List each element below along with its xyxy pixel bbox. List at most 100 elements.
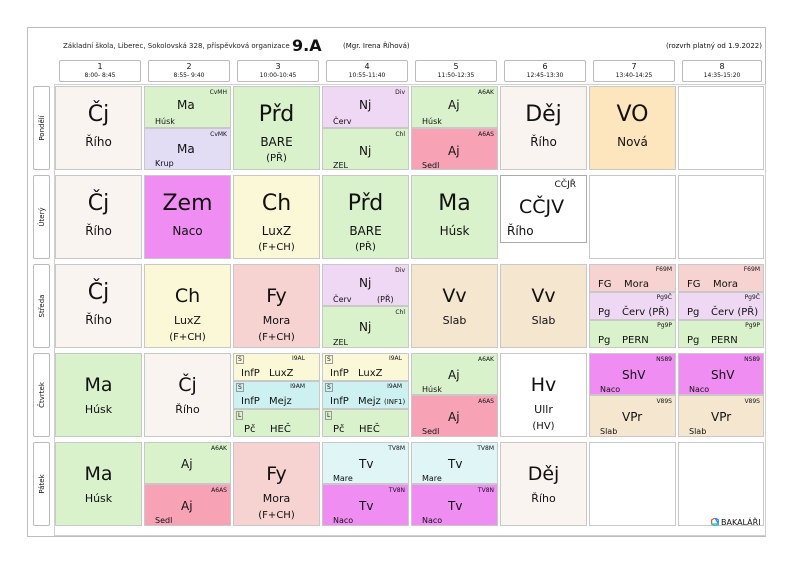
lesson-group: A6AK xyxy=(211,445,227,452)
lesson-cell[interactable]: Děj Řího xyxy=(500,442,587,526)
lesson-cell[interactable]: S I9AM InfP Mejz (INF1) xyxy=(322,381,409,409)
lesson-cell[interactable]: L Pč HEČ xyxy=(233,409,320,437)
lesson-teacher: Naco xyxy=(689,385,710,394)
lesson-cell[interactable]: Ma Húsk xyxy=(55,353,142,437)
lesson-cell[interactable]: L Pč HEČ xyxy=(322,409,409,437)
lesson-cell[interactable]: TV8M Tv Mare xyxy=(322,442,409,484)
lesson-group: Chl xyxy=(395,131,405,138)
lesson-teacher: HEČ xyxy=(359,424,380,435)
lesson-cell[interactable]: A6AS Aj Sedl xyxy=(411,395,498,437)
lesson-subject: ShV xyxy=(622,368,646,382)
lesson-cell[interactable]: NS89 ShV Naco xyxy=(589,353,676,395)
lesson-cell[interactable]: Chl Nj ZEL xyxy=(322,306,409,348)
lesson-cell[interactable]: Div Nj Červ (PŘ) xyxy=(322,264,409,306)
lesson-cell[interactable]: TV8N Tv Naco xyxy=(322,484,409,526)
lesson-tag: L xyxy=(236,411,244,420)
period-number: 7 xyxy=(631,62,637,71)
lesson-cell[interactable]: Vv Slab xyxy=(500,264,587,348)
lesson-cell[interactable]: Hv Ullr (HV) xyxy=(500,353,587,437)
lesson-cell[interactable]: Ch LuxZ (F+CH) xyxy=(144,264,231,348)
lesson-cell[interactable]: Fy Mora (F+CH) xyxy=(233,442,320,526)
day-label: Pondělí xyxy=(37,115,46,141)
lesson-group: CvMK xyxy=(210,131,227,138)
lesson-teacher: Červ (PŘ) xyxy=(622,307,670,318)
lesson-cell[interactable]: F69M FG Mora xyxy=(678,264,764,292)
lesson-cell[interactable]: A6AS Aj Sedl xyxy=(411,128,498,170)
lesson-cell[interactable]: Pg9P Pg PERN xyxy=(678,320,764,348)
lesson-cell[interactable]: Pg9Č Pg Červ (PŘ) xyxy=(589,292,676,320)
lesson-cell[interactable]: Div Nj Červ xyxy=(322,86,409,128)
lesson-group: V89S xyxy=(656,398,672,405)
lesson-subject: Fy xyxy=(266,285,287,307)
lesson-subject: Tv xyxy=(359,457,374,471)
lesson-cell[interactable]: V89S VPr Slab xyxy=(678,395,764,437)
lesson-teacher: Mare xyxy=(422,474,442,483)
lesson-group: F69M xyxy=(743,266,760,273)
lesson-subject: Ma xyxy=(177,98,195,112)
lesson-teacher: Húsk xyxy=(84,492,113,505)
lesson-cell[interactable]: TV8M Tv Mare xyxy=(411,442,498,484)
lesson-subject: Aj xyxy=(448,410,460,424)
lesson-cell[interactable]: S I9AM InfP Mejz xyxy=(233,381,320,409)
empty-cell xyxy=(678,175,764,259)
lesson-cell[interactable]: V89S VPr Slab xyxy=(589,395,676,437)
lesson-subject: InfP xyxy=(241,396,260,407)
lesson-teacher: ZEL xyxy=(333,338,348,347)
lesson-cell[interactable]: F69M FG Mora xyxy=(589,264,676,292)
lesson-group: Chl xyxy=(395,309,405,316)
lesson-teacher: PERN xyxy=(622,335,649,346)
lesson-cell[interactable]: Čj Řího xyxy=(55,175,142,259)
lesson-teacher: Húsk xyxy=(84,403,113,416)
bakalari-logo: BAKALÁŘI xyxy=(711,518,761,527)
lesson-cell[interactable]: Ch LuxZ (F+CH) xyxy=(233,175,320,259)
lesson-subject: Ma xyxy=(438,191,471,216)
lesson-subject: Čj xyxy=(87,102,110,127)
lesson-cell[interactable]: Pg9P Pg PERN xyxy=(589,320,676,348)
lesson-cell[interactable]: Čj Řího xyxy=(144,353,231,437)
lesson-cell[interactable]: CvMH Ma Húsk xyxy=(144,86,231,128)
lesson-cell[interactable]: Přd BARE (PŘ) xyxy=(322,175,409,259)
lesson-teacher: Sedl xyxy=(422,161,440,170)
lesson-cell[interactable]: Čj Řího xyxy=(55,264,142,348)
lesson-subject: Pč xyxy=(244,424,256,435)
period-number: 8 xyxy=(719,62,725,71)
lesson-cell[interactable]: Fy Mora (F+CH) xyxy=(233,264,320,348)
lesson-cell[interactable]: CvMK Ma Krup xyxy=(144,128,231,170)
lesson-cell[interactable]: Přd BARE (PŘ) xyxy=(233,86,320,170)
lesson-tag: S xyxy=(236,355,244,364)
lesson-cell[interactable]: NS89 ShV Naco xyxy=(678,353,764,395)
lesson-teacher: Slab xyxy=(442,314,467,327)
lesson-group: F69M xyxy=(655,266,672,273)
lesson-group: CČJŘ xyxy=(554,180,576,190)
lesson-cell[interactable]: Ma Húsk xyxy=(411,175,498,259)
lesson-cell[interactable]: VO Nová xyxy=(589,86,676,170)
lesson-cell[interactable]: A6AK Aj Húsk xyxy=(411,353,498,395)
lesson-cell[interactable]: S I9AL InfP LuxZ xyxy=(233,353,320,381)
lesson-cell[interactable]: Zem Naco xyxy=(144,175,231,259)
lesson-teacher: PERN xyxy=(711,335,738,346)
lesson-subject: Aj xyxy=(448,368,460,382)
lesson-cell[interactable]: A6AS Aj Sedl xyxy=(144,484,231,526)
lesson-cell[interactable]: Čj Řího xyxy=(55,86,142,170)
lesson-cell[interactable]: TV8N Tv Naco xyxy=(411,484,498,526)
period-time: 14:35-15:20 xyxy=(703,72,741,79)
lesson-tag: S xyxy=(236,383,244,392)
lesson-subject: Tv xyxy=(359,499,374,513)
lesson-cell[interactable]: S I9AL InfP LuxZ xyxy=(322,353,409,381)
lesson-cell[interactable]: Vv Slab xyxy=(411,264,498,348)
lesson-cell[interactable]: A6AK Aj xyxy=(144,442,231,484)
lesson-cell[interactable]: Děj Řího xyxy=(500,86,587,170)
lesson-cell[interactable]: CČJŘ CČJV Řího xyxy=(500,175,587,243)
lesson-tag: S xyxy=(325,383,333,392)
lesson-teacher: Řího xyxy=(85,224,112,238)
lesson-subject: VPr xyxy=(622,410,643,424)
lesson-room: (F+CH) xyxy=(258,242,295,253)
lesson-cell[interactable]: Pg9Č Pg Červ (PŘ) xyxy=(678,292,764,320)
lesson-cell[interactable]: Chl Nj ZEL xyxy=(322,128,409,170)
lesson-group: CvMH xyxy=(209,89,227,96)
lesson-subject: Fy xyxy=(266,463,287,485)
lesson-cell[interactable]: Ma Húsk xyxy=(55,442,142,526)
lesson-cell[interactable]: A6AK Aj Húsk xyxy=(411,86,498,128)
period-header: 5 11:50-12:35 xyxy=(415,60,497,82)
lesson-subject: Pg xyxy=(598,335,611,346)
